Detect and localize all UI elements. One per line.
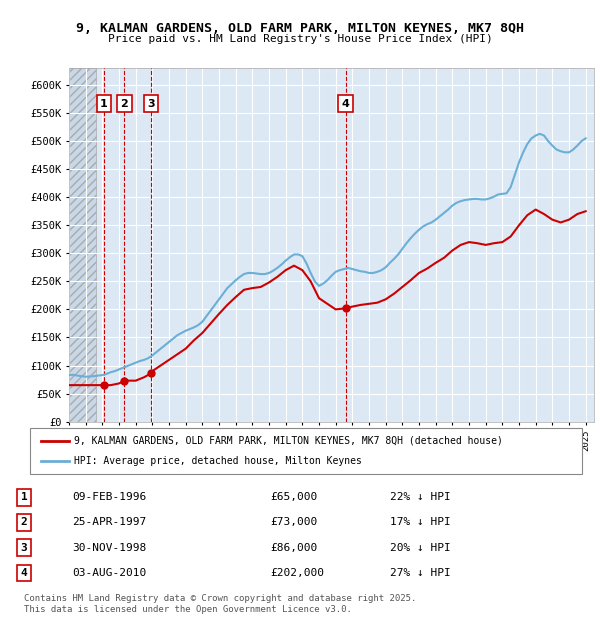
Text: 3: 3 bbox=[20, 542, 28, 552]
Text: 1: 1 bbox=[20, 492, 28, 502]
Text: 22% ↓ HPI: 22% ↓ HPI bbox=[390, 492, 451, 502]
Text: 17% ↓ HPI: 17% ↓ HPI bbox=[390, 518, 451, 528]
Text: £73,000: £73,000 bbox=[270, 518, 317, 528]
Text: 9, KALMAN GARDENS, OLD FARM PARK, MILTON KEYNES, MK7 8QH (detached house): 9, KALMAN GARDENS, OLD FARM PARK, MILTON… bbox=[74, 436, 503, 446]
Text: Contains HM Land Registry data © Crown copyright and database right 2025.: Contains HM Land Registry data © Crown c… bbox=[24, 593, 416, 603]
Text: Price paid vs. HM Land Registry's House Price Index (HPI): Price paid vs. HM Land Registry's House … bbox=[107, 34, 493, 44]
Text: 2: 2 bbox=[121, 99, 128, 108]
Text: 03-AUG-2010: 03-AUG-2010 bbox=[72, 568, 146, 578]
Text: HPI: Average price, detached house, Milton Keynes: HPI: Average price, detached house, Milt… bbox=[74, 456, 362, 466]
FancyBboxPatch shape bbox=[30, 428, 582, 474]
Text: £65,000: £65,000 bbox=[270, 492, 317, 502]
Text: 1: 1 bbox=[100, 99, 108, 108]
Text: £202,000: £202,000 bbox=[270, 568, 324, 578]
Text: This data is licensed under the Open Government Licence v3.0.: This data is licensed under the Open Gov… bbox=[24, 604, 352, 614]
Bar bbox=[69, 68, 95, 422]
Text: 25-APR-1997: 25-APR-1997 bbox=[72, 518, 146, 528]
Text: 3: 3 bbox=[147, 99, 155, 108]
Text: 27% ↓ HPI: 27% ↓ HPI bbox=[390, 568, 451, 578]
Text: 9, KALMAN GARDENS, OLD FARM PARK, MILTON KEYNES, MK7 8QH: 9, KALMAN GARDENS, OLD FARM PARK, MILTON… bbox=[76, 22, 524, 35]
Text: 20% ↓ HPI: 20% ↓ HPI bbox=[390, 542, 451, 552]
Text: 4: 4 bbox=[20, 568, 28, 578]
Text: 4: 4 bbox=[341, 99, 349, 108]
Text: £86,000: £86,000 bbox=[270, 542, 317, 552]
Text: 2: 2 bbox=[20, 518, 28, 528]
Text: 09-FEB-1996: 09-FEB-1996 bbox=[72, 492, 146, 502]
Text: 30-NOV-1998: 30-NOV-1998 bbox=[72, 542, 146, 552]
